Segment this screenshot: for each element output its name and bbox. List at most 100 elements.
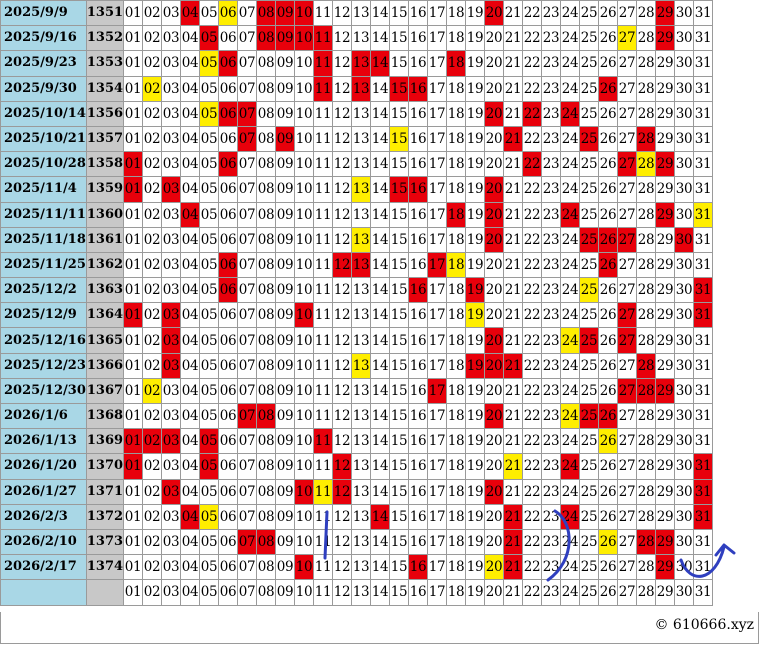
number-cell: 11 — [313, 50, 334, 77]
issue-number: 1365 — [85, 327, 125, 354]
table-row: 2025/11/18 1361 01 02 03 04 05 06 07 08 09 10 11 12 13… — [0, 226, 714, 253]
number-cell: 31 — [693, 75, 714, 102]
number-cell: 12 — [332, 201, 353, 228]
number-cell: 07 — [237, 377, 258, 405]
number-cell: 08 — [256, 277, 277, 304]
number-cell: 25 — [579, 503, 600, 530]
issue-number: 1353 — [85, 50, 125, 77]
number-cell: 26 — [598, 302, 619, 329]
number-cell: 28 — [636, 554, 657, 581]
number-cell: 12 — [332, 302, 353, 329]
number-cell: 01 — [123, 25, 144, 52]
number-cell: 23 — [541, 226, 562, 253]
number-label: 23 — [541, 579, 562, 606]
number-cell: 23 — [541, 25, 562, 52]
number-cell: 01 — [123, 428, 144, 455]
number-cell: 12 — [332, 125, 353, 153]
number-cell: 13 — [351, 302, 372, 329]
number-cell: 25 — [579, 176, 600, 203]
draw-date: 2026/2/17 — [0, 554, 87, 581]
number-cell: 26 — [598, 528, 619, 556]
number-cell: 27 — [617, 151, 638, 178]
number-cell: 29 — [655, 125, 676, 153]
number-cell: 28 — [636, 201, 657, 228]
number-cell: 14 — [370, 50, 391, 77]
number-cell: 14 — [370, 402, 391, 430]
number-cell: 19 — [465, 453, 486, 480]
number-cell: 07 — [237, 176, 258, 203]
number-cell: 15 — [389, 75, 410, 102]
issue-number: 1362 — [85, 251, 125, 279]
number-cell: 29 — [655, 25, 676, 52]
number-cell: 24 — [560, 327, 581, 354]
number-cell: 17 — [427, 251, 448, 279]
number-cell: 21 — [503, 377, 524, 405]
number-cell: 07 — [237, 226, 258, 253]
table-row: 2025/9/23 1353 01 02 03 04 05 06 07 08 09 10 11 12 13 1… — [0, 50, 714, 77]
number-cell: 17 — [427, 226, 448, 253]
number-cell: 08 — [256, 100, 277, 127]
number-cell: 20 — [484, 100, 505, 127]
number-cell: 29 — [655, 528, 676, 556]
number-cell: 09 — [275, 0, 296, 27]
number-label: 01 — [123, 579, 144, 606]
number-cell: 07 — [237, 25, 258, 52]
number-cell: 21 — [503, 302, 524, 329]
number-cell: 05 — [199, 302, 220, 329]
number-cell: 07 — [237, 151, 258, 178]
number-cell: 27 — [617, 125, 638, 153]
draw-date: 2025/9/16 — [0, 25, 87, 52]
number-cell: 23 — [541, 327, 562, 354]
number-cell: 14 — [370, 226, 391, 253]
number-cell: 09 — [275, 125, 296, 153]
number-cell: 08 — [256, 377, 277, 405]
number-cell: 28 — [636, 453, 657, 480]
number-cell: 24 — [560, 277, 581, 304]
number-cell: 15 — [389, 352, 410, 379]
number-cell: 12 — [332, 25, 353, 52]
number-cell: 16 — [408, 176, 429, 203]
number-cell: 29 — [655, 100, 676, 127]
number-label: 26 — [598, 579, 619, 606]
number-cell: 04 — [180, 478, 201, 505]
number-cell: 22 — [522, 377, 543, 405]
number-cell: 18 — [446, 377, 467, 405]
issue-number: 1373 — [85, 528, 125, 556]
number-cell: 04 — [180, 554, 201, 581]
number-cell: 12 — [332, 554, 353, 581]
number-cell: 30 — [674, 503, 695, 530]
number-cell: 17 — [427, 453, 448, 480]
number-cell: 01 — [123, 352, 144, 379]
number-cell: 20 — [484, 377, 505, 405]
number-cell: 09 — [275, 327, 296, 354]
number-cell: 06 — [218, 25, 239, 52]
number-cell: 19 — [465, 327, 486, 354]
issue-number: 1363 — [85, 277, 125, 304]
number-cell: 26 — [598, 327, 619, 354]
number-cell: 10 — [294, 201, 315, 228]
number-cell: 09 — [275, 302, 296, 329]
number-cell: 09 — [275, 277, 296, 304]
number-cell: 03 — [161, 100, 182, 127]
number-cell: 17 — [427, 554, 448, 581]
number-cell: 20 — [484, 226, 505, 253]
number-cell: 06 — [218, 100, 239, 127]
number-cell: 30 — [674, 0, 695, 27]
number-cell: 04 — [180, 528, 201, 556]
number-cell: 12 — [332, 151, 353, 178]
number-cell: 24 — [560, 201, 581, 228]
draw-date: 2025/9/9 — [0, 0, 87, 27]
number-cell: 04 — [180, 151, 201, 178]
number-cell: 26 — [598, 402, 619, 430]
number-cell: 15 — [389, 554, 410, 581]
number-cell: 24 — [560, 176, 581, 203]
number-cell: 05 — [199, 125, 220, 153]
number-label: 13 — [351, 579, 372, 606]
number-label: 11 — [313, 579, 334, 606]
draw-date: 2025/11/11 — [0, 201, 87, 228]
number-cell: 15 — [389, 125, 410, 153]
number-label: 24 — [560, 579, 581, 606]
number-cell: 11 — [313, 327, 334, 354]
number-cell: 14 — [370, 277, 391, 304]
number-cell: 16 — [408, 402, 429, 430]
